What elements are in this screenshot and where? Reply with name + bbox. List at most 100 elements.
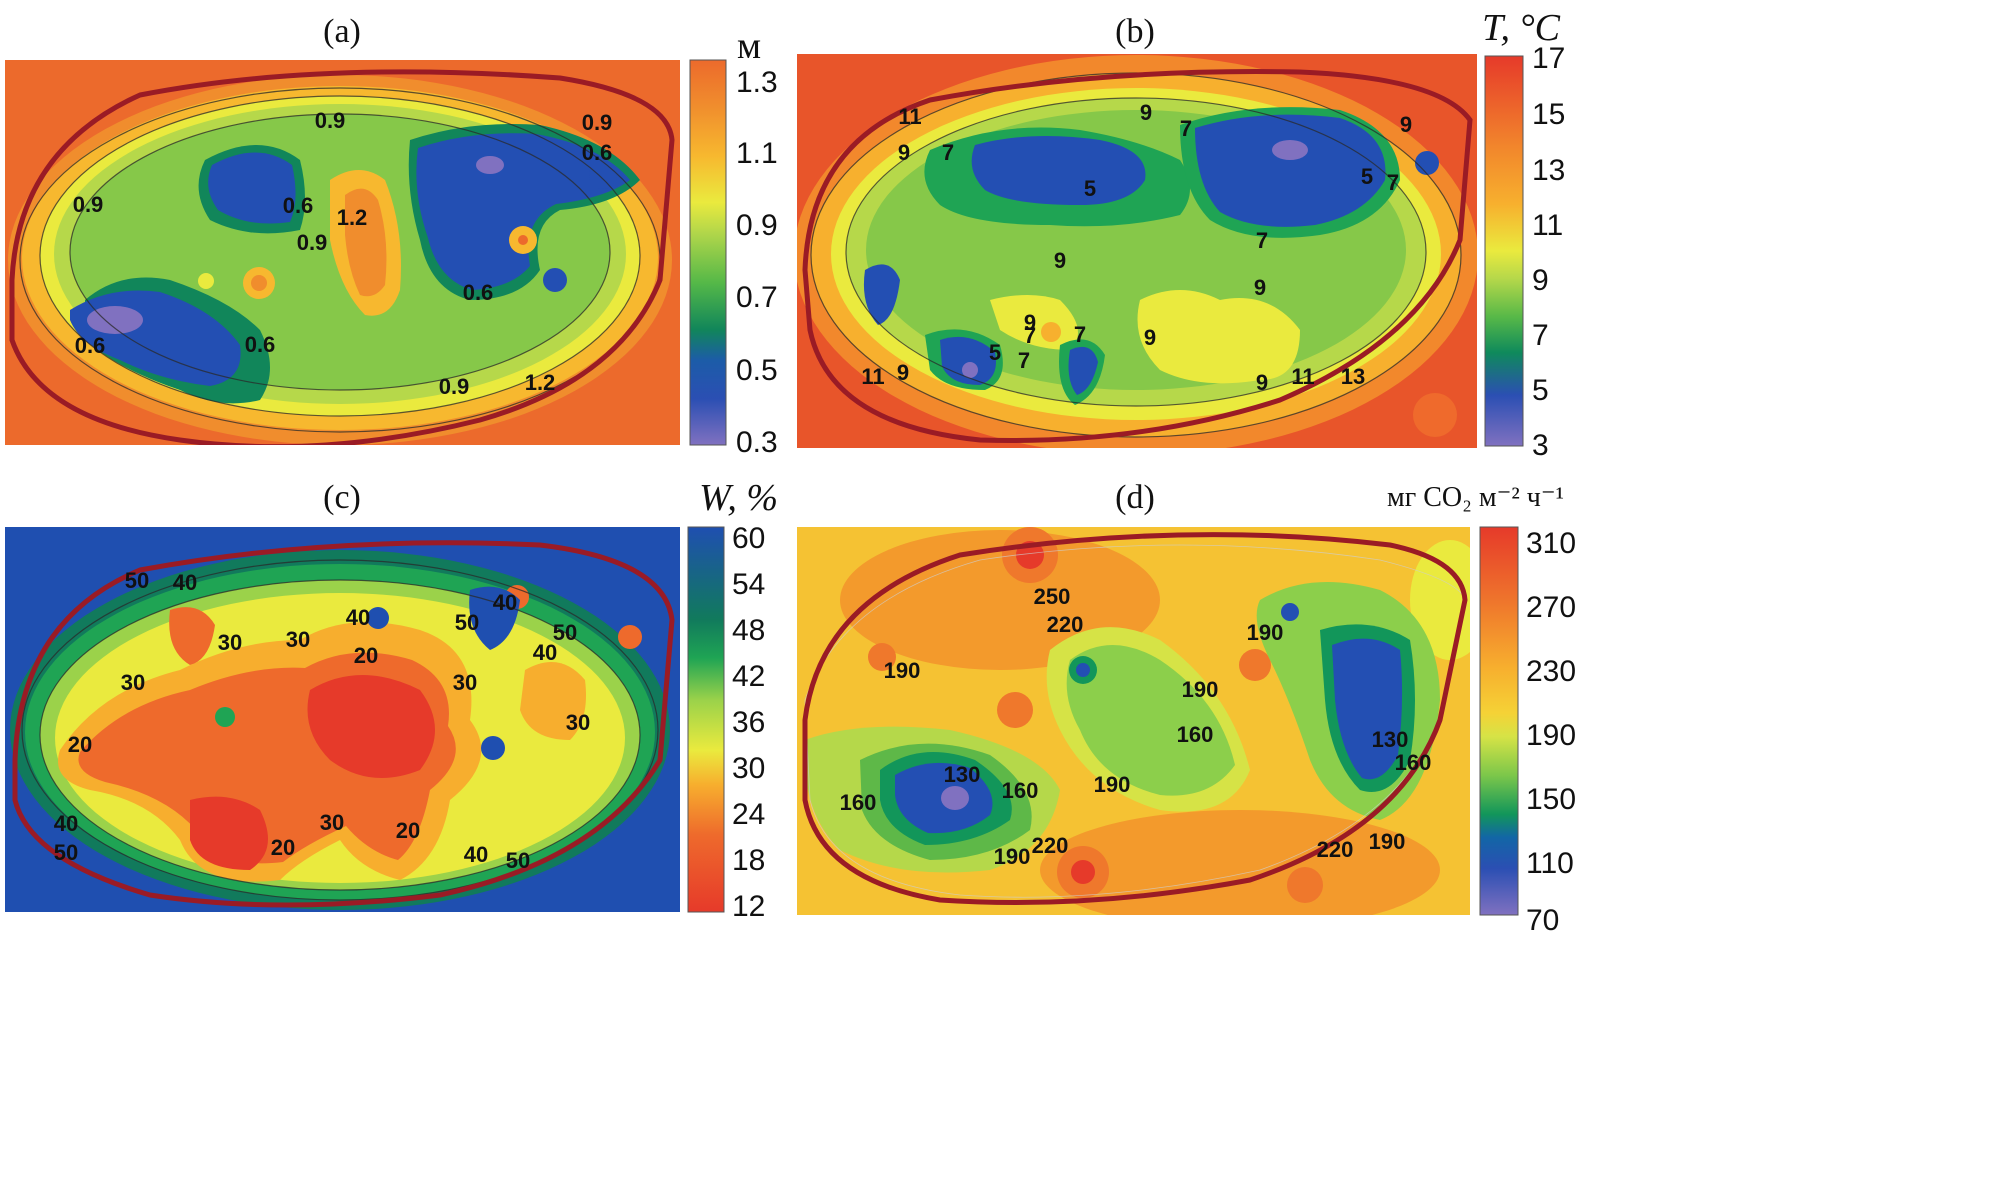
panel-a-colorbar: м 1.3 1.1 0.9 0.7 0.5 0.3: [689, 25, 778, 459]
contour-label: 0.9: [73, 192, 104, 217]
contour-label: 0.6: [75, 333, 106, 358]
colorbar-tick: 36: [732, 706, 765, 739]
contour-label: 7: [942, 140, 954, 165]
contour-label: 50: [455, 610, 479, 635]
colorbar-tick: 13: [1532, 154, 1565, 187]
contour-label: 9: [1024, 310, 1036, 335]
panel-c-unit: W, %: [699, 477, 778, 519]
contour-label: 40: [346, 605, 370, 630]
colorbar-tick: 1.3: [736, 66, 778, 99]
contour-label: 5: [1361, 164, 1373, 189]
contour-label: 20: [396, 818, 420, 843]
panel-d-map: [797, 527, 1470, 915]
contour-label: 50: [125, 568, 149, 593]
contour-label: 40: [464, 842, 488, 867]
colorbar-tick: 11: [1532, 209, 1563, 242]
contour-label: 20: [354, 643, 378, 668]
contour-label: 220: [1047, 612, 1084, 637]
contour-label: 9: [1254, 275, 1266, 300]
colorbar-tick: 48: [732, 614, 765, 647]
contour-label: 5: [1084, 176, 1096, 201]
contour-label: 20: [68, 732, 92, 757]
colorbar-tick: 0.3: [736, 426, 778, 459]
contour-label: 7: [1074, 322, 1086, 347]
contour-label: 9: [1140, 100, 1152, 125]
panel-d-title: (d): [1115, 479, 1155, 516]
contour-label: 9: [898, 140, 910, 165]
panel-a-boundary: [9, 69, 675, 445]
panel-b-boundary: [802, 69, 1473, 443]
contour-label: 130: [1372, 727, 1409, 752]
contour-label: 160: [1177, 722, 1214, 747]
contour-label: 50: [506, 848, 530, 873]
panel-d: (d): [797, 479, 1576, 937]
colorbar-tick: 1.1: [736, 137, 778, 170]
panel-c-title: (c): [323, 479, 361, 516]
contour-label: 7: [1024, 323, 1036, 348]
contour-label: 40: [54, 811, 78, 836]
colorbar-tick: 270: [1526, 591, 1576, 624]
contour-label: 190: [1247, 620, 1284, 645]
contour-label: 190: [1182, 677, 1219, 702]
colorbar-tick: 54: [732, 568, 765, 601]
colorbar-tick: 60: [732, 522, 765, 555]
colorbar-tick: 150: [1526, 783, 1576, 816]
contour-label: 190: [1369, 829, 1406, 854]
contour-label: 0.6: [463, 280, 494, 305]
colorbar-tick: 230: [1526, 655, 1576, 688]
panel-a-title: (a): [323, 13, 361, 50]
panel-b: (b): [797, 7, 1565, 462]
colorbar-tick: 3: [1532, 429, 1549, 462]
colorbar-tick: 310: [1526, 527, 1576, 560]
contour-label: 50: [553, 620, 577, 645]
colorbar-tick: 0.7: [736, 281, 778, 314]
contour-label: 220: [1032, 833, 1069, 858]
contour-label: 0.6: [245, 332, 276, 357]
colorbar-tick: 5: [1532, 374, 1549, 407]
contour-label: 11: [861, 364, 884, 389]
contour-label: 30: [121, 670, 145, 695]
contour-label: 0.9: [582, 110, 613, 135]
contour-label: 11: [898, 104, 921, 129]
contour-label: 5: [989, 340, 1001, 365]
colorbar-tick: 9: [1532, 264, 1549, 297]
contour-label: 0.6: [283, 193, 314, 218]
contour-label: 30: [320, 810, 344, 835]
contour-label: 7: [1180, 116, 1192, 141]
panel-d-contour-labels: 250 220 190 190 190 160 130 160 160 190 …: [840, 584, 1432, 869]
contour-label: 40: [173, 570, 197, 595]
contour-label: 30: [286, 627, 310, 652]
contour-label: 1.2: [525, 370, 556, 395]
colorbar-tick: 42: [732, 660, 765, 693]
contour-label: 9: [1054, 248, 1066, 273]
contour-label: 130: [944, 762, 981, 787]
colorbar-tick: 110: [1526, 847, 1574, 880]
contour-label: 190: [884, 658, 921, 683]
contour-label: 160: [840, 790, 877, 815]
panel-c: (c) 50 40 30 30: [5, 477, 778, 923]
contour-label: 13: [1341, 364, 1365, 389]
colorbar-tick: 24: [732, 798, 765, 831]
contour-label: 160: [1395, 750, 1432, 775]
contour-label: 30: [453, 670, 477, 695]
contour-label: 250: [1034, 584, 1071, 609]
contour-label: 11: [1291, 364, 1314, 389]
panel-d-colorbar: мг CO₂ м⁻² ч⁻¹ 310 270 230 190 150 110 7…: [1387, 482, 1576, 937]
contour-label: 30: [566, 710, 590, 735]
colorbar-tick: 12: [732, 890, 765, 923]
panel-a-map: [5, 60, 680, 445]
panel-b-map: [797, 54, 1477, 448]
contour-label: 190: [1094, 772, 1131, 797]
colorbar-tick: 0.5: [736, 354, 778, 387]
contour-label: 40: [493, 590, 517, 615]
colorbar-tick: 18: [732, 844, 765, 877]
colorbar-tick: 15: [1532, 98, 1565, 131]
contour-label: 9: [897, 360, 909, 385]
contour-label: 0.9: [297, 230, 328, 255]
contour-label: 7: [1256, 228, 1268, 253]
contour-label: 9: [1144, 325, 1156, 350]
colorbar-tick: 70: [1526, 904, 1559, 937]
contour-label: 0.9: [439, 374, 470, 399]
panel-a: (a): [5, 13, 778, 459]
